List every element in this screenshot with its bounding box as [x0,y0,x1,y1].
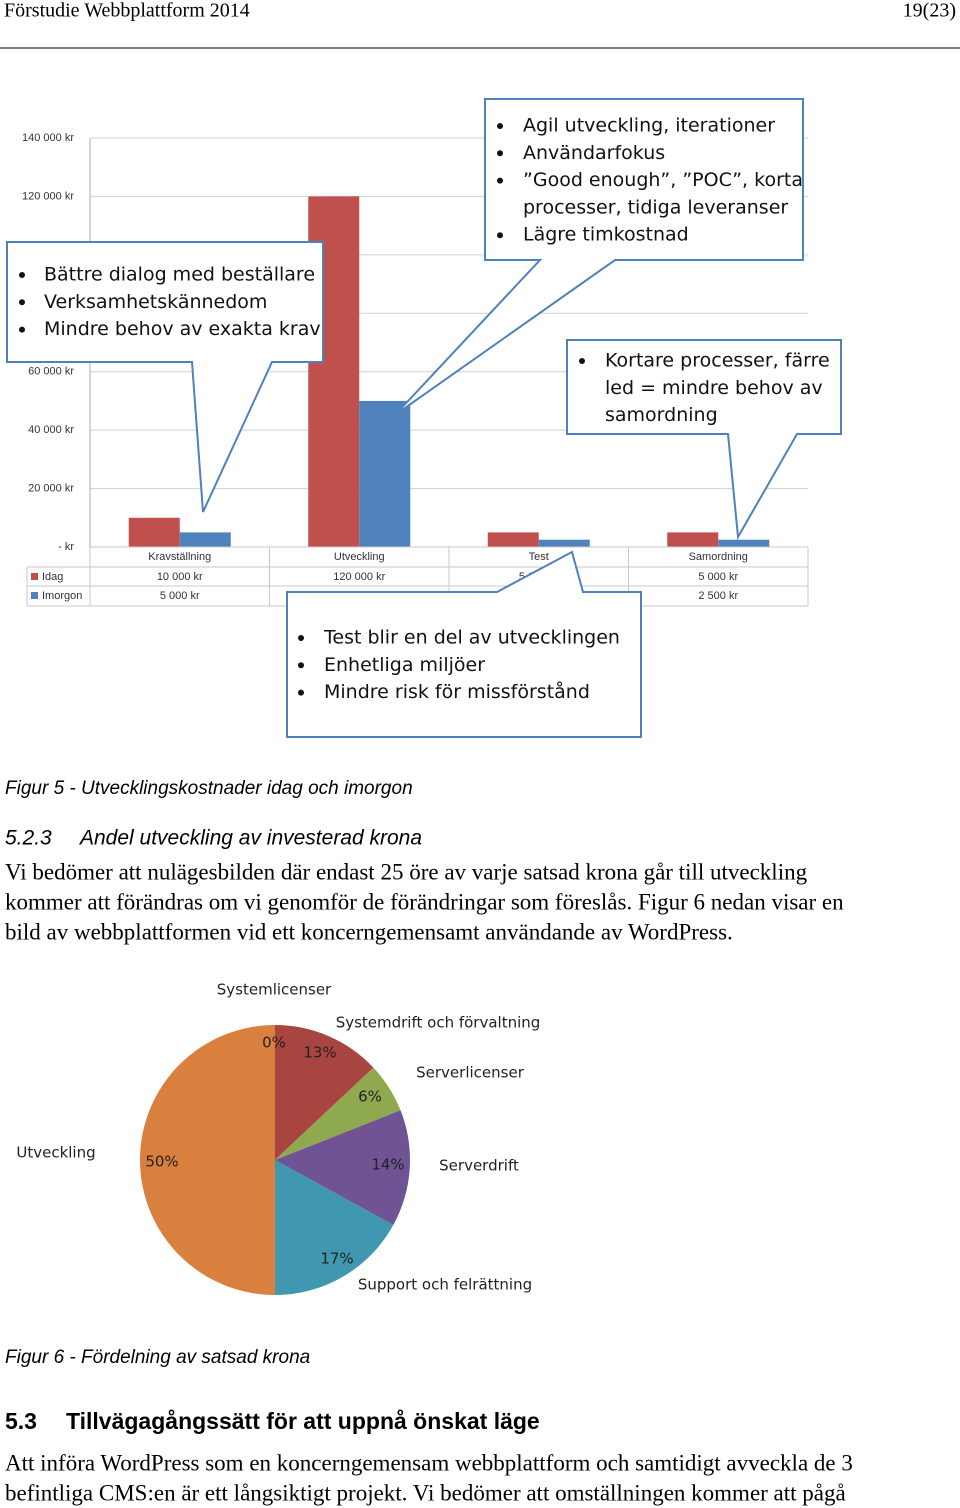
y-tick-label: 140 000 kr [22,132,74,144]
paragraph-line: Vi bedömer att nulägesbilden där endast … [5,859,808,884]
bullet [298,635,304,641]
callout-text: Användarfokus [523,142,665,164]
bullet [298,689,304,696]
figure-caption: Figur 5 - Utvecklingskostnader idag och … [5,778,413,799]
table-value: 5 000 kr [160,590,200,602]
bar [179,532,231,547]
callout [394,98,804,416]
y-tick-label: 20 000 kr [28,482,74,494]
callout-text: Mindre risk för missförstånd [324,680,590,703]
x-tick-label: Utveckling [334,551,385,563]
legend-label: Imorgon [42,590,82,602]
bar [538,539,590,547]
section-title: Andel utveckling av investerad krona [78,827,422,850]
callout-text: Mindre behov av exakta krav [44,318,321,340]
callout-text: processer, tidiga leveranser [523,196,788,218]
callout [566,339,842,541]
pie-category-label: Systemdrift och förvaltning [336,1014,541,1032]
pie-category-label: Utveckling [16,1144,95,1162]
section-title: Tillvägagångssätt för att uppnå önskat l… [66,1408,540,1434]
callout-text: led = mindre behov av [605,377,823,399]
pie-value-label: 14% [371,1156,404,1174]
paragraph-line: kommer att förändras om vi genomför de f… [5,889,844,914]
pie-value-label: 6% [358,1088,382,1106]
bar [487,532,539,547]
pie-slice [275,1025,374,1160]
pie-value-label: 0% [262,1034,286,1052]
callout-text: samordning [605,404,718,426]
pie-slice [275,1067,401,1160]
legend-key [31,573,38,580]
bullet [497,232,503,239]
callout-text: Enhetliga miljöer [324,654,485,676]
bar [718,539,770,547]
bullet [497,150,503,157]
table-value: 10 000 kr [157,571,203,583]
y-tick-label: 60 000 kr [28,366,74,378]
header-title: Förstudie Webbplattform 2014 [4,0,250,22]
pie-slice [275,1110,411,1226]
bullet [579,358,585,364]
bullet [298,662,304,669]
callout-text: ”Good enough”, ”POC”, korta [523,169,803,191]
pie-value-label: 50% [145,1153,178,1171]
pie-value-label: 17% [320,1250,353,1268]
y-tick-label: 40 000 kr [28,424,74,436]
callout-text: Kortare processer, färre [605,350,830,372]
x-tick-label: Test [529,551,549,563]
callout-text: Bättre dialog med beställare [44,264,315,286]
paragraph-line: Att införa WordPress som en koncerngemen… [5,1450,853,1475]
bar [359,400,411,547]
x-tick-label: Samordning [689,551,748,563]
legend-key [31,592,38,599]
pie-category-label: Support och felrättning [358,1276,532,1294]
header-page: 19(23) [903,0,956,22]
pie-value-label: 13% [303,1044,336,1062]
pie-slice [275,1160,394,1295]
bullet [497,177,503,184]
bar [667,532,719,547]
callout [6,241,324,513]
x-tick-label: Kravställning [148,551,211,563]
table-value: 2 500 kr [698,590,738,602]
callout-text: Verksamhetskännedom [44,291,267,313]
y-tick-label: 120 000 kr [22,190,74,202]
figure-caption: Figur 6 - Fördelning av satsad krona [5,1347,310,1368]
bullet [19,272,25,278]
paragraph-line: befintliga CMS:en är ett långsiktigt pro… [5,1480,846,1505]
callout-text: Test blir en del av utvecklingen [323,627,620,649]
legend-label: Idag [42,571,63,583]
paragraph-line: bild av webbplattformen vid ett koncerng… [5,919,733,944]
pie-category-label: Serverdrift [439,1157,519,1175]
table-value: 120 000 kr [333,571,385,583]
bar [128,517,180,547]
table-value: 5 000 kr [698,571,738,583]
bullet [19,326,25,333]
section-number: 5.2.3 [5,827,52,850]
section-number: 5.3 [5,1408,37,1434]
bullet [19,299,25,306]
callout-text: Agil utveckling, iterationer [523,115,775,137]
bullet [497,123,503,129]
callout [286,550,642,738]
y-tick-label: - kr [58,541,74,553]
pie-slice [140,1025,275,1295]
callout-text: Lägre timkostnad [523,224,689,246]
pie-category-label: Serverlicenser [416,1064,525,1082]
pie-category-label: Systemlicenser [217,981,332,999]
